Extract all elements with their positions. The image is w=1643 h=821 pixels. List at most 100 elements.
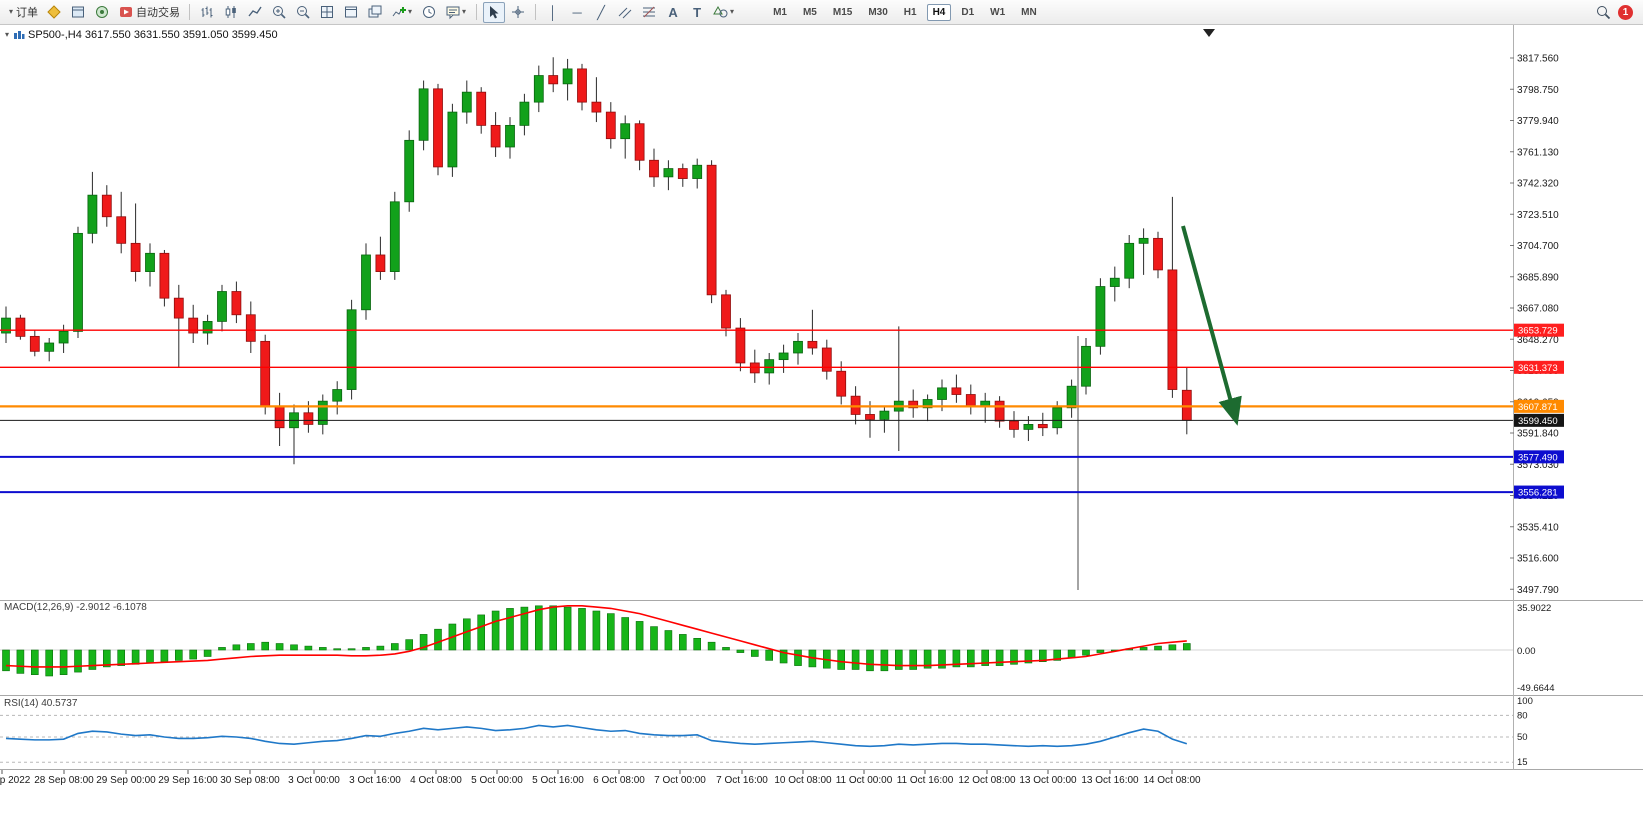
- trendline-tool-button[interactable]: ╱: [590, 2, 612, 23]
- notification-badge[interactable]: 1: [1618, 4, 1633, 20]
- comment-icon: [446, 6, 460, 20]
- svg-text:5 Oct 00:00: 5 Oct 00:00: [471, 775, 523, 786]
- rsi-line: [5, 724, 1188, 748]
- timeframe-M15[interactable]: M15: [832, 6, 853, 18]
- macd-indicator-label: MACD(12,26,9) -2.9012 -6.1078: [4, 602, 147, 613]
- timeframe-M5[interactable]: M5: [802, 6, 817, 18]
- zoom-out-button[interactable]: [292, 2, 314, 23]
- symbol-chart-icon: [14, 31, 25, 39]
- label-icon: T: [693, 4, 702, 20]
- comment-button[interactable]: ▾: [442, 2, 470, 23]
- svg-text:30 Sep 08:00: 30 Sep 08:00: [220, 775, 280, 786]
- caret-down-icon[interactable]: ▾: [5, 30, 10, 39]
- caret-down-icon: ▾: [462, 7, 467, 16]
- tile-windows-button[interactable]: [316, 2, 338, 23]
- svg-text:3798.750: 3798.750: [1517, 85, 1559, 96]
- label-tool-button[interactable]: T: [686, 2, 708, 23]
- rsi-panel: 100 80 50 15: [0, 696, 1533, 768]
- zoom-in-icon: [273, 6, 286, 19]
- algo-trading-button[interactable]: 自动交易: [115, 2, 183, 23]
- top-toolbar: ▾ 订单 自动交易: [0, 0, 1643, 25]
- vertical-line-tool-button[interactable]: │: [542, 2, 564, 23]
- cursor-icon: [490, 6, 499, 19]
- line-chart-button[interactable]: [244, 2, 266, 23]
- svg-text:11 Oct 00:00: 11 Oct 00:00: [836, 775, 893, 786]
- zoom-out-icon: [297, 6, 310, 19]
- new-chart-button[interactable]: [43, 2, 65, 23]
- svg-text:3631.373: 3631.373: [1518, 363, 1558, 374]
- new-window-icon: [345, 6, 358, 18]
- svg-text:14 Oct 08:00: 14 Oct 08:00: [1143, 775, 1201, 786]
- svg-text:28 Sep 08:00: 28 Sep 08:00: [34, 775, 94, 786]
- new-window-button[interactable]: [340, 2, 362, 23]
- caret-down-icon: ▾: [408, 7, 413, 16]
- timeframe-W1[interactable]: W1: [990, 6, 1006, 18]
- equidistant-channel-icon: [618, 7, 632, 19]
- new-order-label: 订单: [16, 7, 39, 19]
- svg-text:7 Oct 00:00: 7 Oct 00:00: [654, 775, 706, 786]
- zoom-in-button[interactable]: [268, 2, 290, 23]
- equidistant-channel-button[interactable]: [614, 2, 636, 23]
- caret-down-icon: ▾: [730, 7, 735, 16]
- toolbar-separator: [476, 4, 478, 20]
- svg-text:15: 15: [1517, 757, 1528, 768]
- cursor-tool-button[interactable]: [483, 1, 506, 23]
- timeframe-M1[interactable]: M1: [773, 6, 787, 18]
- svg-text:3591.840: 3591.840: [1517, 429, 1559, 440]
- bars-chart-button[interactable]: [196, 2, 218, 23]
- add-indicator-button[interactable]: ▾: [388, 2, 416, 23]
- svg-text:3607.871: 3607.871: [1518, 402, 1558, 413]
- svg-text:5 Oct 16:00: 5 Oct 16:00: [532, 775, 584, 786]
- new-order-button[interactable]: ▾ 订单: [5, 2, 41, 23]
- candles-icon: [225, 6, 236, 18]
- timeframe-D1[interactable]: D1: [961, 6, 975, 18]
- svg-text:3653.729: 3653.729: [1518, 326, 1558, 337]
- svg-text:3761.130: 3761.130: [1517, 147, 1559, 158]
- horizontal-line-icon: ─: [572, 4, 582, 20]
- text-tool-button[interactable]: A: [662, 2, 684, 23]
- svg-text:3599.450: 3599.450: [1518, 416, 1558, 427]
- timeframe-H4[interactable]: H4: [926, 3, 952, 21]
- svg-text:3723.510: 3723.510: [1517, 210, 1559, 221]
- candles-chart-button[interactable]: [220, 2, 242, 23]
- svg-text:3742.320: 3742.320: [1517, 179, 1559, 190]
- toolbar-separator: [535, 4, 537, 20]
- svg-text:3648.270: 3648.270: [1517, 335, 1559, 346]
- clock-button[interactable]: [418, 2, 440, 23]
- svg-text:3685.890: 3685.890: [1517, 272, 1559, 283]
- market-watch-button[interactable]: [67, 2, 89, 23]
- fibonacci-tool-button[interactable]: [638, 2, 660, 23]
- chart-shift-marker-icon[interactable]: [1203, 29, 1215, 37]
- cascade-windows-button[interactable]: [364, 2, 386, 23]
- crosshair-tool-button[interactable]: [507, 2, 529, 23]
- svg-text:3667.080: 3667.080: [1517, 304, 1559, 315]
- search-icon[interactable]: [1595, 4, 1611, 20]
- market-watch-icon: [72, 6, 85, 18]
- svg-text:10 Oct 08:00: 10 Oct 08:00: [774, 775, 832, 786]
- timeframe-M30[interactable]: M30: [868, 6, 888, 18]
- trend-arrow-object[interactable]: [1181, 225, 1242, 426]
- svg-text:13 Oct 00:00: 13 Oct 00:00: [1019, 775, 1077, 786]
- svg-text:27 Sep 2022: 27 Sep 2022: [0, 775, 31, 786]
- add-indicator-icon: [392, 7, 407, 17]
- svg-text:80: 80: [1517, 710, 1528, 721]
- svg-text:3817.560: 3817.560: [1517, 54, 1559, 65]
- price-badges: 3653.729 3631.373 3607.871 3599.450 3577.490…: [1514, 323, 1564, 499]
- shapes-tool-button[interactable]: ▾: [710, 2, 738, 23]
- timeframe-MN[interactable]: MN: [1021, 6, 1037, 18]
- horizontal-line-tool-button[interactable]: ─: [566, 2, 588, 23]
- svg-text:3 Oct 16:00: 3 Oct 16:00: [349, 775, 401, 786]
- timeframe-H1[interactable]: H1: [903, 6, 917, 18]
- navigator-button[interactable]: [91, 2, 113, 23]
- svg-text:3497.790: 3497.790: [1517, 585, 1559, 596]
- caret-down-icon: ▾: [9, 7, 14, 16]
- text-icon: A: [668, 4, 678, 20]
- macd-panel: 35.9022 0.00 -49.6644: [0, 603, 1555, 694]
- rsi-indicator-label: RSI(14) 40.5737: [4, 698, 78, 709]
- fibonacci-icon: [643, 6, 656, 18]
- bars-icon: [201, 6, 213, 18]
- svg-text:4 Oct 08:00: 4 Oct 08:00: [410, 775, 462, 786]
